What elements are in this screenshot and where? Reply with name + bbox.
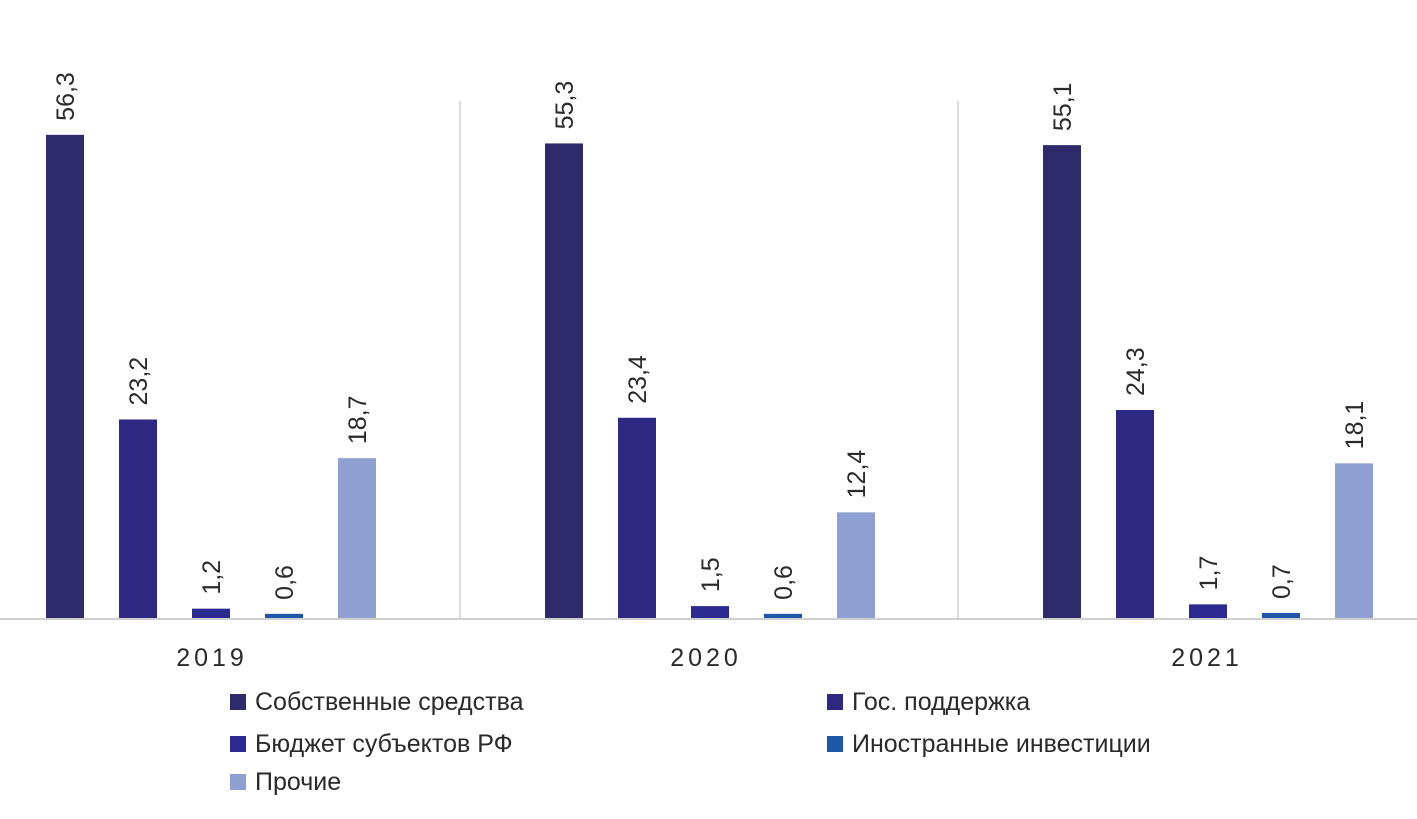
bar-2021-series-2 — [1116, 410, 1154, 619]
data-label-2021-series-2: 24,3 — [1122, 347, 1150, 396]
data-label-2019-series-5: 18,7 — [344, 396, 372, 445]
data-label-2019-series-1: 56,3 — [52, 72, 80, 121]
data-label-2019-series-2: 23,2 — [125, 357, 153, 406]
data-label-2020-series-1: 55,3 — [551, 81, 579, 130]
bar-2020-series-4 — [764, 613, 802, 619]
bar-2021-series-5 — [1335, 463, 1373, 619]
data-label-2021-series-4: 0,7 — [1268, 564, 1296, 599]
category-label-2019: 2019 — [176, 644, 248, 672]
bar-2020-series-2 — [618, 417, 656, 619]
bar-2019-series-5 — [338, 458, 376, 619]
bar-2021-series-4 — [1262, 612, 1300, 619]
category-label-2020: 2020 — [670, 644, 742, 672]
data-label-2021-series-1: 55,1 — [1049, 82, 1077, 131]
bar-2019-series-4 — [265, 613, 303, 619]
data-label-2021-series-3: 1,7 — [1195, 556, 1223, 591]
data-label-2020-series-2: 23,4 — [624, 355, 652, 404]
data-label-2019-series-3: 1,2 — [198, 560, 226, 595]
bar-2019-series-3 — [192, 608, 230, 619]
data-label-2020-series-4: 0,6 — [770, 565, 798, 600]
bar-2021-series-1 — [1043, 145, 1081, 619]
bar-2019-series-1 — [46, 134, 84, 619]
data-label-2020-series-3: 1,5 — [697, 557, 725, 592]
data-label-2019-series-4: 0,6 — [271, 565, 299, 600]
bar-2021-series-3 — [1189, 604, 1227, 619]
bar-2019-series-2 — [119, 419, 157, 619]
data-label-2021-series-5: 18,1 — [1341, 401, 1369, 450]
bar-2020-series-1 — [545, 143, 583, 620]
category-label-2021: 2021 — [1171, 644, 1243, 672]
bar-2020-series-5 — [837, 512, 875, 619]
bar-2020-series-3 — [691, 606, 729, 619]
data-label-2020-series-5: 12,4 — [843, 450, 871, 499]
